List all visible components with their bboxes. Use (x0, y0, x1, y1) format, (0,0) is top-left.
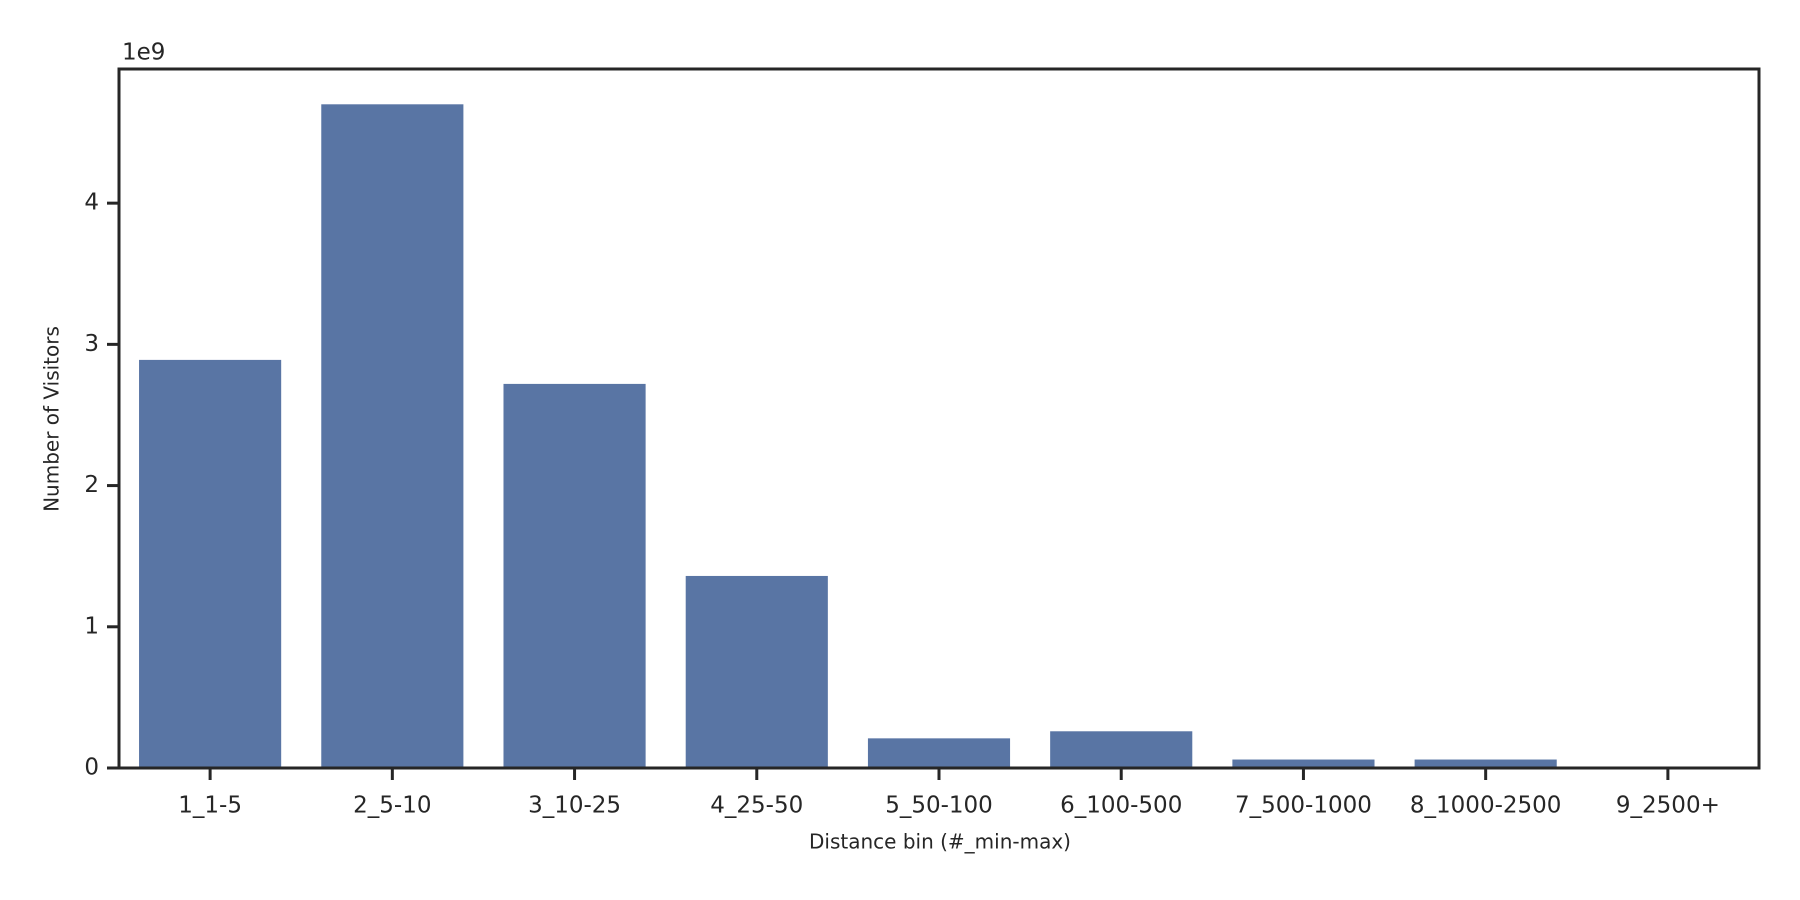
x-tick-label: 3_10-25 (528, 793, 621, 819)
y-tick-label: 4 (84, 190, 99, 216)
x-tick-label: 2_5-10 (353, 793, 431, 819)
x-tick-label: 7_500-1000 (1235, 793, 1372, 819)
bar (139, 359, 282, 768)
bar (867, 738, 1011, 768)
y-tick-label: 3 (84, 331, 99, 357)
bar (1414, 759, 1557, 768)
x-tick-label: 1_1-5 (178, 793, 242, 819)
x-axis-label: Distance bin (#_min-max) (809, 830, 1071, 854)
y-axis-label: Number of Visitors (40, 326, 64, 512)
y-tick-label: 0 (84, 755, 99, 781)
y-offset-label: 1e9 (122, 40, 165, 66)
x-tick-label: 6_100-500 (1060, 793, 1182, 819)
x-tick-label: 8_1000-2500 (1410, 793, 1562, 819)
y-tick-label: 1 (84, 613, 99, 639)
x-tick-label: 4_25-50 (710, 793, 803, 819)
bar (1050, 731, 1193, 768)
bar (685, 575, 828, 768)
bar (503, 383, 646, 768)
plot-frame (117, 67, 1761, 770)
y-tick-label: 2 (84, 472, 99, 498)
x-tick-label: 9_2500+ (1616, 793, 1720, 819)
bar (321, 104, 464, 768)
bar (1232, 759, 1375, 768)
x-tick-label: 5_50-100 (885, 793, 993, 819)
